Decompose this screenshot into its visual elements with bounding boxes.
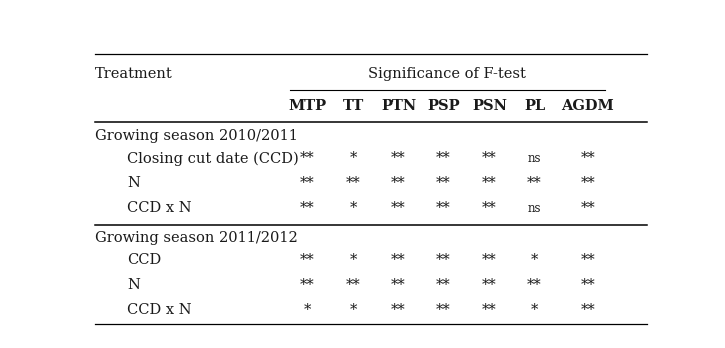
Text: MTP: MTP <box>288 98 326 112</box>
Text: CCD: CCD <box>127 253 162 267</box>
Text: *: * <box>350 253 357 267</box>
Text: CCD x N: CCD x N <box>127 201 192 215</box>
Text: **: ** <box>482 303 497 317</box>
Text: **: ** <box>527 278 542 292</box>
Text: *: * <box>350 303 357 317</box>
Text: PTN: PTN <box>381 98 416 112</box>
Text: **: ** <box>436 201 451 215</box>
Text: **: ** <box>436 253 451 267</box>
Text: *: * <box>350 151 357 165</box>
Text: ns: ns <box>528 152 542 165</box>
Text: N: N <box>127 176 140 190</box>
Text: *: * <box>350 201 357 215</box>
Text: PSN: PSN <box>472 98 507 112</box>
Text: **: ** <box>347 278 361 292</box>
Text: **: ** <box>581 303 595 317</box>
Text: **: ** <box>581 151 595 165</box>
Text: *: * <box>531 253 538 267</box>
Text: **: ** <box>392 278 406 292</box>
Text: **: ** <box>581 253 595 267</box>
Text: **: ** <box>581 278 595 292</box>
Text: **: ** <box>299 176 315 190</box>
Text: TT: TT <box>343 98 364 112</box>
Text: **: ** <box>436 151 451 165</box>
Text: **: ** <box>392 201 406 215</box>
Text: **: ** <box>392 176 406 190</box>
Text: **: ** <box>581 201 595 215</box>
Text: **: ** <box>299 151 315 165</box>
Text: **: ** <box>299 278 315 292</box>
Text: **: ** <box>392 303 406 317</box>
Text: **: ** <box>482 201 497 215</box>
Text: *: * <box>303 303 310 317</box>
Text: **: ** <box>299 253 315 267</box>
Text: ns: ns <box>528 202 542 215</box>
Text: Closing cut date (CCD): Closing cut date (CCD) <box>127 151 299 166</box>
Text: **: ** <box>436 278 451 292</box>
Text: PSP: PSP <box>427 98 460 112</box>
Text: **: ** <box>392 253 406 267</box>
Text: Significance of F-test: Significance of F-test <box>368 67 526 81</box>
Text: N: N <box>127 278 140 292</box>
Text: PL: PL <box>524 98 545 112</box>
Text: Treatment: Treatment <box>95 67 173 81</box>
Text: **: ** <box>347 176 361 190</box>
Text: Growing season 2010/2011: Growing season 2010/2011 <box>95 128 298 143</box>
Text: **: ** <box>482 278 497 292</box>
Text: **: ** <box>392 151 406 165</box>
Text: **: ** <box>482 253 497 267</box>
Text: **: ** <box>436 176 451 190</box>
Text: Growing season 2011/2012: Growing season 2011/2012 <box>95 231 298 245</box>
Text: CCD x N: CCD x N <box>127 303 192 317</box>
Text: **: ** <box>482 176 497 190</box>
Text: **: ** <box>299 201 315 215</box>
Text: AGDM: AGDM <box>561 98 614 112</box>
Text: **: ** <box>527 176 542 190</box>
Text: **: ** <box>482 151 497 165</box>
Text: **: ** <box>436 303 451 317</box>
Text: *: * <box>531 303 538 317</box>
Text: **: ** <box>581 176 595 190</box>
